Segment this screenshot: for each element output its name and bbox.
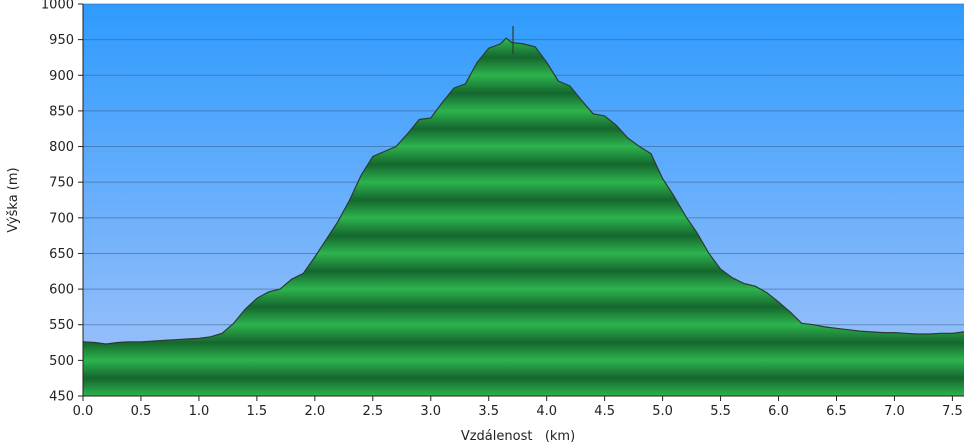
x-axis-ticks: 0.0 0.5 1.0 1.5 2.0 2.5 3.0 3.5 4.0 4.5 5.0 5.5 6.0 6…	[73, 396, 963, 419]
x-tick-label: 1.5	[247, 404, 268, 419]
x-tick-label: 7.5	[942, 404, 963, 419]
x-tick-label: 7.0	[884, 404, 905, 419]
y-tick-label: 550	[49, 318, 74, 333]
x-tick-label: 2.5	[362, 404, 383, 419]
y-tick-label: 500	[49, 354, 74, 369]
x-tick-label: 4.0	[536, 404, 557, 419]
x-tick-label: 5.0	[652, 404, 673, 419]
y-tick-label: 850	[49, 104, 74, 119]
x-tick-label: 2.0	[304, 404, 325, 419]
x-tick-label: 0.0	[73, 404, 94, 419]
x-tick-label: 5.5	[710, 404, 731, 419]
x-axis-title: Vzdálenost (km)	[461, 429, 575, 444]
elevation-area	[83, 38, 964, 396]
x-tick-label: 3.0	[420, 404, 441, 419]
x-tick-label: 6.5	[826, 404, 847, 419]
x-tick-label: 1.0	[189, 404, 210, 419]
elevation-outline	[83, 37, 964, 345]
y-axis-ticks: 450 500 550 600 650 700 750 800 850 900 950 1000	[41, 0, 83, 405]
y-tick-label: 700	[49, 211, 74, 226]
y-tick-label: 900	[49, 69, 74, 84]
x-tick-label: 6.0	[768, 404, 789, 419]
y-axis-title: Výška (m)	[6, 167, 21, 232]
x-tick-label: 0.5	[131, 404, 152, 419]
y-tick-label: 650	[49, 247, 74, 262]
y-tick-label: 1000	[41, 0, 74, 13]
y-tick-label: 800	[49, 140, 74, 155]
y-tick-label: 450	[49, 390, 74, 405]
y-tick-label: 600	[49, 283, 74, 298]
x-tick-label: 3.5	[478, 404, 499, 419]
y-tick-label: 950	[49, 33, 74, 48]
y-tick-label: 750	[49, 176, 74, 191]
x-tick-label: 4.5	[594, 404, 615, 419]
